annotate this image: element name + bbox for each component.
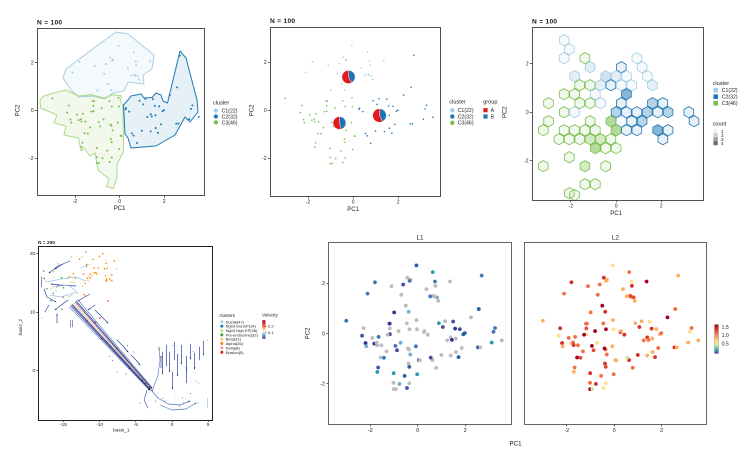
svg-text:L1: L1	[416, 235, 424, 242]
svg-text:3: 3	[721, 137, 724, 142]
svg-text:PC1: PC1	[610, 211, 622, 217]
svg-text:2: 2	[526, 62, 529, 68]
svg-text:0: 0	[352, 199, 355, 205]
svg-text:cluster: cluster	[213, 100, 230, 106]
svg-text:clusters: clusters	[219, 313, 236, 318]
svg-text:C3(46): C3(46)	[458, 121, 474, 127]
svg-text:-2: -2	[73, 199, 78, 205]
svg-text:2: 2	[31, 61, 34, 67]
svg-text:cluster: cluster	[449, 100, 466, 106]
svg-text:C3(46): C3(46)	[722, 101, 738, 107]
svg-text:C2(32): C2(32)	[222, 114, 238, 120]
svg-text:basis_1: basis_1	[113, 428, 130, 434]
svg-text:B: B	[491, 114, 495, 120]
svg-text:0.1: 0.1	[268, 330, 274, 335]
svg-text:N = 100: N = 100	[270, 18, 295, 25]
svg-text:A: A	[491, 108, 495, 114]
svg-text:PC1: PC1	[347, 207, 359, 213]
svg-text:2: 2	[264, 60, 267, 66]
svg-text:2: 2	[322, 281, 325, 287]
svg-text:cluster: cluster	[713, 81, 730, 87]
svg-text:PC1: PC1	[114, 206, 126, 212]
svg-text:Velocity: Velocity	[262, 312, 279, 317]
svg-text:-2: -2	[29, 156, 34, 162]
svg-text:PC2: PC2	[250, 104, 256, 116]
svg-text:-2: -2	[524, 158, 529, 164]
svg-text:4: 4	[721, 141, 724, 146]
svg-text:C2(32): C2(32)	[722, 95, 738, 101]
svg-text:-5: -5	[134, 422, 139, 428]
svg-text:0: 0	[416, 428, 419, 434]
svg-text:PC2: PC2	[306, 327, 312, 339]
svg-text:basis_2: basis_2	[18, 319, 24, 336]
svg-text:0: 0	[264, 108, 267, 114]
svg-text:Ductal(47): Ductal(47)	[226, 319, 245, 324]
svg-text:PC1: PC1	[509, 440, 522, 447]
svg-text:0: 0	[613, 428, 616, 434]
svg-text:2: 2	[464, 428, 467, 434]
svg-text:Delta(8): Delta(8)	[226, 345, 241, 350]
svg-text:PC2: PC2	[503, 106, 509, 118]
svg-text:Ngn3 high EP(36): Ngn3 high EP(36)	[226, 328, 258, 333]
svg-text:N = 200: N = 200	[38, 240, 55, 246]
svg-text:N = 100: N = 100	[532, 19, 557, 26]
svg-text:-2: -2	[306, 199, 311, 205]
svg-text:1: 1	[721, 129, 724, 134]
svg-text:-15: -15	[60, 422, 67, 428]
svg-text:Epsilon(5): Epsilon(5)	[226, 350, 245, 355]
svg-text:C1(22): C1(22)	[722, 88, 738, 94]
svg-text:20: 20	[30, 251, 36, 257]
svg-text:count: count	[713, 121, 727, 127]
svg-text:0: 0	[526, 110, 529, 116]
svg-text:-2: -2	[320, 382, 325, 388]
svg-text:C3(46): C3(46)	[222, 120, 238, 126]
svg-text:0: 0	[31, 108, 34, 114]
svg-text:1.5: 1.5	[722, 325, 729, 331]
svg-text:Pre-endocrine(32): Pre-endocrine(32)	[226, 332, 259, 337]
svg-text:0.2: 0.2	[268, 324, 274, 329]
svg-text:-2: -2	[564, 428, 569, 434]
svg-text:0: 0	[118, 199, 121, 205]
svg-text:5: 5	[207, 422, 210, 428]
svg-text:1.0: 1.0	[722, 333, 729, 339]
svg-text:-2: -2	[262, 156, 267, 162]
svg-text:C1(22): C1(22)	[222, 109, 238, 115]
svg-text:group: group	[483, 100, 497, 106]
svg-text:2: 2	[721, 133, 724, 138]
svg-text:0.5: 0.5	[722, 341, 729, 347]
svg-text:0: 0	[33, 368, 36, 374]
svg-text:0: 0	[322, 331, 325, 337]
svg-text:2: 2	[397, 199, 400, 205]
svg-text:C2(32): C2(32)	[458, 114, 474, 120]
svg-text:PC2: PC2	[16, 104, 22, 116]
svg-text:C1(22): C1(22)	[458, 108, 474, 114]
svg-text:N = 100: N = 100	[37, 20, 62, 27]
svg-text:10: 10	[30, 310, 36, 316]
svg-text:0: 0	[615, 203, 618, 209]
svg-text:Alpha(26): Alpha(26)	[226, 341, 244, 346]
svg-text:Ngn3 low EP(14): Ngn3 low EP(14)	[226, 324, 257, 329]
svg-text:-2: -2	[569, 203, 574, 209]
svg-text:0: 0	[171, 422, 174, 428]
svg-text:L2: L2	[612, 235, 620, 242]
svg-text:Beta(31): Beta(31)	[226, 337, 242, 342]
svg-text:2: 2	[660, 428, 663, 434]
svg-text:2: 2	[163, 199, 166, 205]
svg-text:2: 2	[660, 203, 663, 209]
svg-text:-2: -2	[368, 428, 373, 434]
svg-text:-10: -10	[96, 422, 103, 428]
